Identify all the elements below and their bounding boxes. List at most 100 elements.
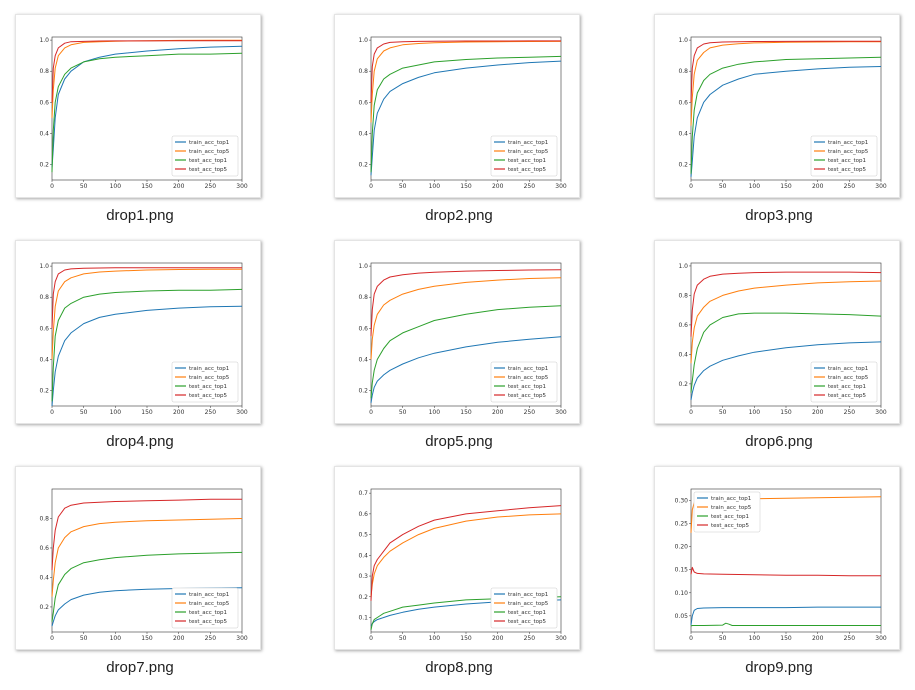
y-tick-label: 0.4 xyxy=(358,130,368,137)
file-name[interactable]: drop7.png xyxy=(106,659,174,676)
series-line-test_acc_top5 xyxy=(690,40,881,103)
x-tick-label: 300 xyxy=(236,635,248,642)
thumbnail[interactable]: 0 50 100 150 200 250 300 0.2 0.4 0.6 0.8 1.0 train_a… xyxy=(15,14,261,198)
legend-box xyxy=(171,135,239,177)
chart: 0 50 100 150 200 250 300 0.1 0.2 0.3 0.4 0.5 0.6 0.7 t… xyxy=(358,488,567,642)
legend-label: test_acc_top5 xyxy=(508,393,546,399)
series-line-train_acc_top5 xyxy=(51,518,243,597)
x-tick-label: 250 xyxy=(524,409,536,416)
x-tick-label: 100 xyxy=(429,183,441,190)
x-tick-label: 0 xyxy=(369,409,373,416)
x-tick-label: 50 xyxy=(80,183,88,190)
file-name[interactable]: drop9.png xyxy=(745,659,813,676)
thumbnail[interactable]: 0 50 100 150 200 250 300 0.1 0.2 0.3 0.4 0.5 0.6 0.7 t… xyxy=(334,466,580,650)
legend-label: train_acc_top5 xyxy=(189,375,230,381)
thumbnail[interactable]: 0 50 100 150 200 250 300 0.2 0.4 0.6 0.8 1.0 train_a… xyxy=(654,14,900,198)
thumbnail[interactable]: 0 50 100 150 200 250 300 0.2 0.4 0.6 0.8 1.0 train_a… xyxy=(654,240,900,424)
x-tick-label: 50 xyxy=(399,183,407,190)
x-tick-label: 250 xyxy=(844,183,856,190)
legend-label: train_acc_top5 xyxy=(828,149,869,155)
series-line-test_acc_top5 xyxy=(690,271,882,337)
file-tile-drop2[interactable]: 0 50 100 150 200 250 300 0.2 0.4 0.6 0.8 1.0 train_a… xyxy=(334,14,584,238)
legend-label: train_acc_top1 xyxy=(508,592,548,598)
x-tick-label: 100 xyxy=(429,635,441,642)
chart: 0 50 100 150 200 250 300 0.2 0.4 0.6 0.8 1.0 train_a… xyxy=(39,262,248,416)
file-tile-drop5[interactable]: 0 50 100 150 200 250 300 0.2 0.4 0.6 0.8 1.0 train_a… xyxy=(334,240,584,464)
legend-label: test_acc_top1 xyxy=(711,514,749,520)
file-tile-drop7[interactable]: 0 50 100 150 200 250 300 0.2 0.4 0.6 0.8 train_acc_… xyxy=(15,466,265,690)
thumbnail[interactable]: 0 50 100 150 200 250 300 0.2 0.4 0.6 0.8 1.0 train_a… xyxy=(15,240,261,424)
chart: 0 50 100 150 200 250 300 0.2 0.4 0.6 0.8 1.0 train_a… xyxy=(39,36,248,190)
x-tick-label: 0 xyxy=(50,183,54,190)
series-line-test_acc_top1 xyxy=(690,56,882,174)
x-tick-label: 0 xyxy=(689,409,693,416)
x-tick-label: 0 xyxy=(689,183,693,190)
y-tick-label: 0.8 xyxy=(39,515,49,522)
file-tile-drop3[interactable]: 0 50 100 150 200 250 300 0.2 0.4 0.6 0.8 1.0 train_a… xyxy=(654,14,904,238)
y-tick-label: 0.15 xyxy=(675,567,689,574)
series-line-train_acc_top1 xyxy=(370,336,562,403)
x-tick-label: 300 xyxy=(236,183,248,190)
file-name[interactable]: drop2.png xyxy=(425,207,493,224)
legend-label: train_acc_top5 xyxy=(711,505,752,511)
file-name[interactable]: drop8.png xyxy=(425,659,493,676)
file-name[interactable]: drop1.png xyxy=(106,207,174,224)
legend-label: test_acc_top1 xyxy=(508,158,546,164)
file-tile-drop9[interactable]: 0 50 100 150 200 250 300 0.05 0.10 0.15 0.20 0.25 0.… xyxy=(654,466,904,690)
thumbnail[interactable]: 0 50 100 150 200 250 300 0.05 0.10 0.15 0.20 0.25 0.… xyxy=(654,466,900,650)
x-tick-label: 250 xyxy=(844,635,856,642)
y-tick-label: 1.0 xyxy=(358,263,368,270)
series-line-test_acc_top1 xyxy=(51,551,243,622)
legend-label: test_acc_top1 xyxy=(828,158,866,164)
legend-box xyxy=(171,587,239,629)
y-tick-label: 0.4 xyxy=(358,356,368,363)
x-tick-label: 100 xyxy=(749,635,761,642)
y-tick-label: 0.3 xyxy=(358,573,368,580)
file-name[interactable]: drop6.png xyxy=(745,433,813,450)
legend-box xyxy=(490,361,558,403)
series-line-test_acc_top1 xyxy=(370,55,562,173)
file-tile-drop4[interactable]: 0 50 100 150 200 250 300 0.2 0.4 0.6 0.8 1.0 train_a… xyxy=(15,240,265,464)
y-tick-label: 1.0 xyxy=(678,37,688,44)
x-tick-label: 300 xyxy=(555,635,567,642)
legend-label: train_acc_top5 xyxy=(828,375,869,381)
y-tick-label: 0.8 xyxy=(39,68,49,75)
file-tile-drop1[interactable]: 0 50 100 150 200 250 300 0.2 0.4 0.6 0.8 1.0 train_a… xyxy=(15,14,265,238)
x-tick-label: 0 xyxy=(369,183,373,190)
legend-label: train_acc_top1 xyxy=(189,592,229,598)
file-tile-drop6[interactable]: 0 50 100 150 200 250 300 0.2 0.4 0.6 0.8 1.0 train_a… xyxy=(654,240,904,464)
legend-label: test_acc_top1 xyxy=(508,384,546,390)
x-tick-label: 150 xyxy=(141,635,153,642)
legend-box xyxy=(810,361,878,403)
y-tick-label: 0.6 xyxy=(358,99,368,106)
thumbnail[interactable]: 0 50 100 150 200 250 300 0.2 0.4 0.6 0.8 1.0 train_a… xyxy=(334,14,580,198)
x-tick-label: 300 xyxy=(875,183,887,190)
thumbnail[interactable]: 0 50 100 150 200 250 300 0.2 0.4 0.6 0.8 1.0 train_a… xyxy=(334,240,580,424)
y-tick-label: 1.0 xyxy=(358,37,368,44)
x-tick-label: 250 xyxy=(205,183,217,190)
series-line-train_acc_top1 xyxy=(51,305,243,407)
x-tick-label: 50 xyxy=(719,409,727,416)
y-tick-label: 0.8 xyxy=(39,294,49,301)
legend-label: test_acc_top1 xyxy=(189,158,227,164)
series-line-test_acc_top5 xyxy=(690,566,881,577)
x-tick-label: 250 xyxy=(844,409,856,416)
y-tick-label: 0.2 xyxy=(39,161,49,168)
y-tick-label: 0.8 xyxy=(678,292,688,299)
file-name[interactable]: drop5.png xyxy=(425,433,493,450)
y-tick-label: 0.4 xyxy=(39,574,49,581)
file-tile-drop8[interactable]: 0 50 100 150 200 250 300 0.1 0.2 0.3 0.4 0.5 0.6 0.7 t… xyxy=(334,466,584,690)
x-tick-label: 200 xyxy=(173,635,185,642)
thumbnail[interactable]: 0 50 100 150 200 250 300 0.2 0.4 0.6 0.8 train_acc_… xyxy=(15,466,261,650)
y-tick-label: 1.0 xyxy=(39,263,49,270)
series-line-train_acc_top5 xyxy=(51,268,242,360)
file-name[interactable]: drop3.png xyxy=(745,207,813,224)
y-tick-label: 0.6 xyxy=(358,511,368,518)
file-name[interactable]: drop4.png xyxy=(106,433,174,450)
legend-label: test_acc_top5 xyxy=(189,393,227,399)
legend-label: test_acc_top5 xyxy=(711,523,749,529)
x-tick-label: 50 xyxy=(719,183,727,190)
y-tick-label: 1.0 xyxy=(678,263,688,270)
y-tick-label: 0.4 xyxy=(358,552,368,559)
y-tick-label: 0.4 xyxy=(678,130,688,137)
